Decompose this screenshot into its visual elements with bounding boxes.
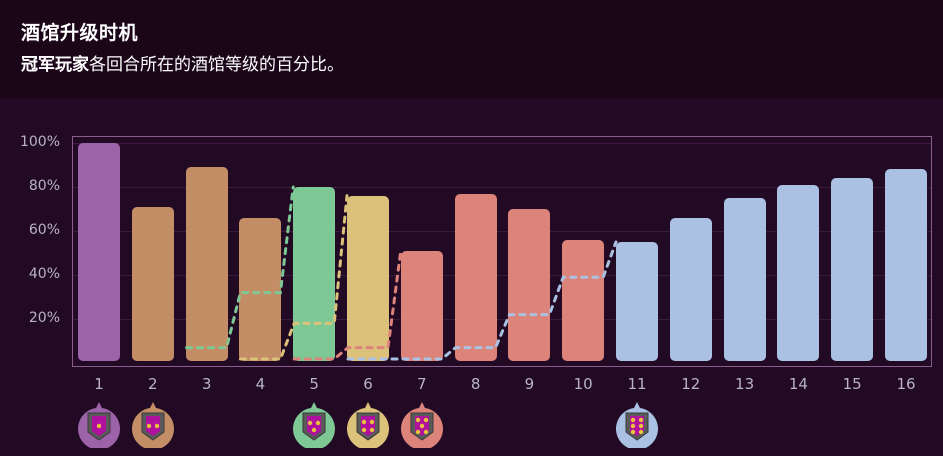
bar-round-10[interactable] — [562, 239, 605, 361]
y-tick-label: 20% — [28, 310, 60, 326]
x-tick-label: 1 — [94, 375, 104, 393]
tavern-tier-1-badge-icon — [77, 400, 121, 450]
subtitle-rest: 各回合所在的酒馆等级的百分比。 — [89, 55, 344, 75]
bar-round-6[interactable] — [347, 195, 389, 361]
x-tick-label: 12 — [681, 375, 701, 393]
grid-line — [73, 231, 931, 232]
x-tick-label: 5 — [309, 375, 319, 393]
bar-round-7[interactable] — [400, 250, 443, 361]
header: 酒馆升级时机 冠军玩家各回合所在的酒馆等级的百分比。 — [0, 0, 943, 98]
bar-round-11[interactable] — [616, 242, 658, 361]
subtitle-bold: 冠军玩家 — [21, 55, 89, 75]
tier3_upgrade_progress-line — [185, 185, 295, 350]
x-tick-label: 11 — [627, 375, 647, 393]
x-tick-label: 2 — [148, 375, 158, 393]
bar-round-16[interactable] — [885, 169, 927, 361]
x-tick-label: 15 — [842, 375, 862, 393]
tavern-tier-4-badge-icon — [346, 400, 390, 450]
tavern-tier-3-badge-icon — [292, 400, 336, 450]
bar-round-8[interactable] — [454, 193, 497, 361]
plot-area — [72, 136, 932, 367]
x-tick-label: 16 — [896, 375, 916, 393]
x-tick-label: 3 — [201, 375, 212, 393]
grid-line — [73, 275, 931, 276]
bar-round-5[interactable] — [293, 187, 336, 361]
x-tick-label: 10 — [573, 375, 593, 393]
x-tick-label: 13 — [735, 375, 755, 393]
tier6_upgrade_progress-line — [346, 240, 618, 361]
bar-round-2[interactable] — [131, 206, 174, 361]
bar-round-1[interactable] — [78, 143, 120, 361]
x-tick-label: 7 — [417, 375, 427, 393]
y-tick-label: 100% — [19, 134, 60, 150]
tier5_upgrade_progress-line — [292, 249, 403, 361]
chart-title: 酒馆升级时机 — [21, 22, 139, 44]
tavern-tier-2-badge-icon — [131, 400, 175, 450]
y-tick-label: 60% — [28, 222, 60, 238]
bar-round-13[interactable] — [723, 198, 766, 361]
x-tick-label: 4 — [255, 375, 266, 393]
x-tick-label: 9 — [524, 375, 535, 393]
grid-line — [73, 143, 931, 144]
y-tick-label: 80% — [28, 178, 60, 194]
bar-round-9[interactable] — [508, 209, 551, 361]
grid-line — [73, 187, 931, 188]
y-tick-label: 40% — [28, 266, 60, 282]
tier4_upgrade_progress-line — [238, 194, 349, 361]
chart-subtitle: 冠军玩家各回合所在的酒馆等级的百分比。 — [21, 50, 344, 75]
bar-round-4[interactable] — [239, 217, 282, 361]
bar-round-15[interactable] — [831, 178, 874, 361]
tavern-tier-6-badge-icon — [615, 400, 659, 450]
bar-round-14[interactable] — [777, 184, 820, 361]
x-tick-label: 8 — [470, 375, 481, 393]
bar-round-3[interactable] — [185, 167, 228, 361]
x-tick-label: 14 — [788, 375, 808, 393]
bar-round-12[interactable] — [669, 217, 712, 361]
x-tick-label: 6 — [363, 375, 373, 393]
grid-line — [73, 319, 931, 320]
tavern-tier-5-badge-icon — [400, 400, 444, 450]
